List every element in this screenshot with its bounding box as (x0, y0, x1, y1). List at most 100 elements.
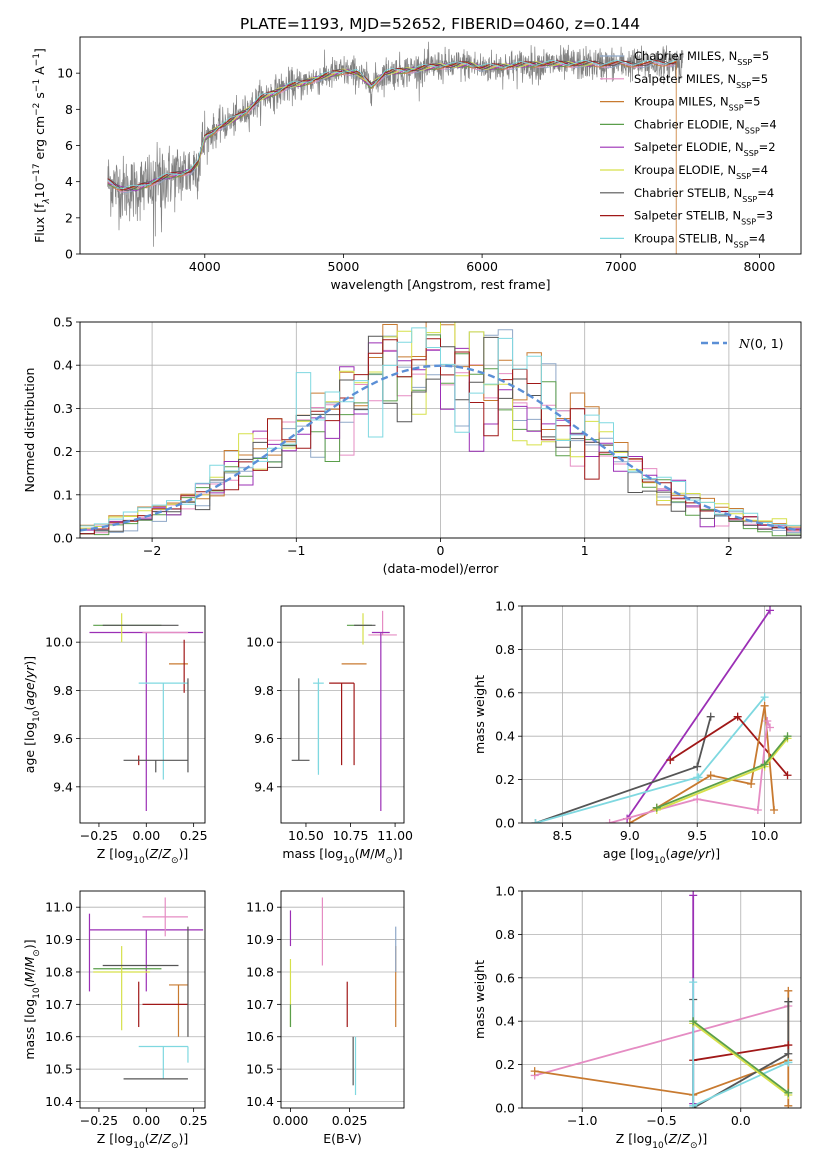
y-tick-label: 4 (65, 174, 73, 189)
x-axis-label-part: Z (149, 1131, 159, 1146)
axes-frame (79, 321, 802, 539)
age_vs_Z-plot-area (89, 613, 204, 811)
y-axis-label-part: age (22, 682, 37, 706)
y-tick-label: 0.0 (495, 1101, 515, 1116)
x-axis-label-part: ⊙ (690, 1141, 698, 1151)
y-tick-label: 10.8 (246, 964, 274, 979)
y-tick-label: 10.6 (246, 1029, 274, 1044)
y-axis-label-part: λ (42, 198, 52, 204)
x-axis-label-part: Z (668, 1131, 678, 1146)
legend-label-text: Kroupa MILES, N (634, 95, 729, 109)
y-axis-label: Flux [fλ10−17 erg cm−2 s−1 A−1] (32, 48, 52, 243)
weight-marker (689, 1017, 698, 1026)
y-tick-label: 0.5 (53, 315, 73, 330)
mass_vs_ebv-plot-area (289, 897, 397, 1096)
y-tick-label: 2 (65, 210, 73, 225)
y-tick-label: 11.0 (45, 900, 73, 915)
x-tick-label: −0.5 (646, 1113, 676, 1128)
y-tick-label: 0.2 (495, 1057, 515, 1072)
y-tick-label: 0.4 (53, 358, 73, 373)
y-axis-label-part: −2 (32, 103, 42, 116)
y-tick-label: 10 (57, 66, 73, 81)
y-tick-label: 10.9 (246, 932, 274, 947)
legend-label-sub: SSP (741, 217, 756, 226)
residuals-legend: N(0, 1) (701, 336, 784, 351)
x-tick-label: 1 (581, 543, 589, 558)
weight-marker (689, 978, 698, 987)
legend-label-value: =4 (757, 186, 774, 200)
legend-label: Chabrier MILES, NSSP=5 (634, 49, 769, 67)
weight-marker (766, 723, 774, 732)
x-axis-label-part: age [log (603, 846, 654, 861)
weight-marker (784, 1101, 793, 1108)
legend-label-text: (0, 1) (750, 336, 784, 351)
weight-marker (760, 701, 769, 710)
x-axis-label-part: mass [log (282, 846, 343, 861)
y-tick-label: 9.6 (254, 731, 274, 746)
weight-marker (706, 712, 715, 721)
y-tick-label: 10.7 (45, 997, 73, 1012)
weight-line (535, 716, 712, 823)
x-axis-label-part: M (375, 846, 386, 861)
y-tick-label: 1.0 (495, 599, 515, 614)
x-axis-label-part: Z (161, 1131, 171, 1146)
weight-marker (753, 805, 762, 814)
legend-label-sub: SSP (734, 240, 749, 249)
legend-label-sub: SSP (736, 172, 751, 181)
x-axis-label-part: ⊙ (171, 1141, 179, 1151)
y-tick-label: 0.0 (495, 816, 515, 831)
x-axis-label-part: ( (145, 1131, 150, 1146)
legend-label: Chabrier ELODIE, NSSP=4 (634, 117, 777, 135)
y-axis-label-part: erg cm (32, 116, 47, 164)
weight-marker (531, 819, 540, 823)
x-axis-label-part: ( (665, 846, 670, 861)
x-axis-label: mass [log10(M/M⊙)] (282, 846, 402, 866)
spectrum-model-line (193, 61, 594, 170)
x-axis-label-part: 10 (133, 856, 145, 866)
weight-marker (605, 819, 614, 823)
y-axis-label-part: s (32, 92, 47, 103)
legend-label-text: Kroupa ELODIE, N (634, 163, 736, 177)
x-tick-label: 7000 (605, 259, 637, 274)
weight-marker (733, 712, 742, 721)
legend-label-value: =4 (749, 231, 766, 245)
axes-frame (280, 890, 405, 1109)
weight-marker (666, 756, 675, 765)
legend-label-text: Kroupa STELIB, N (634, 231, 734, 245)
weight-marker (652, 803, 661, 812)
legend-label-value: =4 (751, 163, 768, 177)
weight-marker (783, 771, 792, 780)
y-axis-label: Normed distribution (22, 368, 37, 493)
x-tick-label: 4000 (189, 259, 221, 274)
y-tick-label: 1.0 (495, 884, 515, 899)
spectrum-model-line (107, 60, 677, 254)
y-tick-label: 0.8 (495, 927, 515, 942)
weight-marker (783, 732, 792, 741)
x-axis-label-part: ( (355, 846, 360, 861)
x-tick-label: 0.25 (180, 828, 208, 843)
weight_vs_age-plot-area (531, 606, 792, 823)
weight-marker (784, 986, 793, 995)
y-tick-label: 10.5 (45, 1062, 73, 1077)
y-tick-label: 0.0 (53, 531, 73, 546)
x-tick-label: 6000 (466, 259, 498, 274)
y-tick-label: 10.6 (45, 1029, 73, 1044)
legend-label-text: Salpeter STELIB, N (634, 209, 741, 223)
y-tick-label: 0.6 (495, 970, 515, 985)
x-axis-label-part: M (360, 846, 371, 861)
legend-label-sub: SSP (729, 103, 744, 112)
y-axis-label-part: ⊙ (32, 949, 42, 957)
y-axis-label-part: 10 (32, 182, 47, 198)
y-axis-label-part: / (22, 967, 37, 972)
x-axis-label-part: / (158, 1131, 163, 1146)
x-axis-label-part: )] (178, 1131, 188, 1146)
y-axis-label-part: mass [log (22, 999, 37, 1060)
y-tick-label: 8 (65, 102, 73, 117)
x-tick-label: −0.25 (80, 828, 118, 843)
weight-marker (784, 997, 793, 1006)
legend-label-text: Salpeter MILES, N (634, 72, 736, 86)
weight-marker (747, 779, 756, 788)
age_vs_mass-plot-area (291, 610, 397, 811)
axes-mass_vs_ebv: 0.000 0.025 10.4 10.5 10.6 10.7 10.8 10.9 11.0 (246, 890, 405, 1128)
x-axis-label-part: ⊙ (171, 856, 179, 866)
